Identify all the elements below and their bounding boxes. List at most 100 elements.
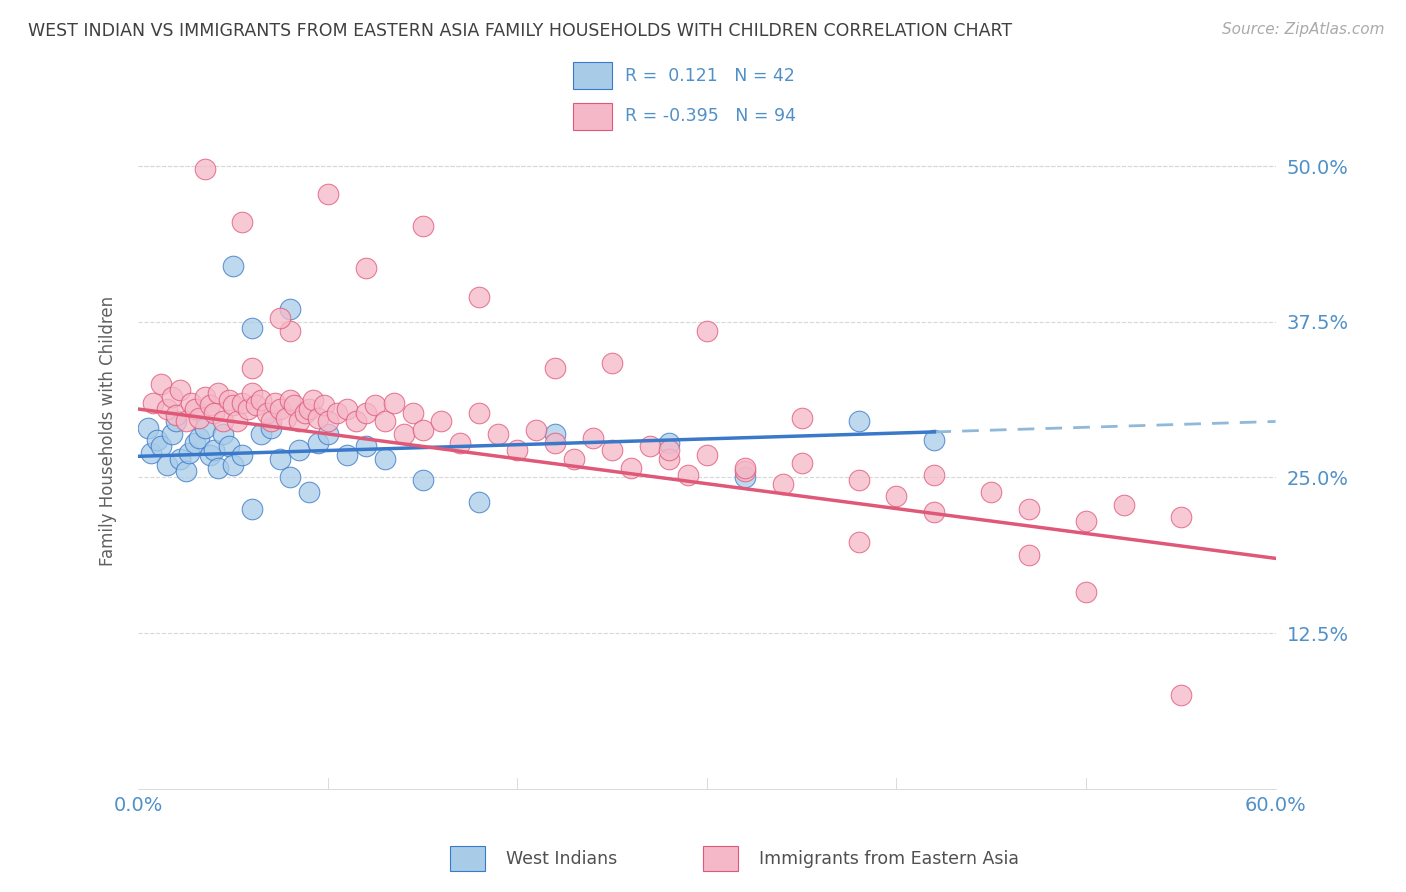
Point (180, 396, 202, 410)
Point (274, 410, 297, 425)
Point (169, 451, 191, 466)
Point (260, 414, 283, 428)
Point (245, 398, 267, 412)
Point (486, 426, 509, 441)
Point (240, 321, 263, 335)
Point (222, 259, 245, 273)
Point (136, 420, 159, 434)
Point (288, 414, 311, 428)
Point (924, 467, 946, 482)
Point (156, 458, 179, 472)
Point (193, 161, 215, 176)
Point (184, 402, 207, 417)
Text: Immigrants from Eastern Asia: Immigrants from Eastern Asia (759, 849, 1019, 868)
Point (187, 431, 209, 445)
FancyBboxPatch shape (450, 847, 485, 871)
Point (544, 426, 567, 441)
Text: R =  0.121   N = 42: R = 0.121 N = 42 (626, 67, 796, 85)
Point (165, 414, 187, 428)
Point (412, 473, 434, 487)
Point (301, 393, 323, 408)
Point (620, 460, 643, 475)
Point (696, 324, 718, 338)
Point (316, 186, 339, 201)
Point (231, 215, 253, 229)
Point (307, 410, 329, 425)
Point (980, 485, 1002, 500)
Point (231, 396, 253, 410)
Point (256, 406, 278, 420)
Point (696, 448, 718, 462)
Point (225, 414, 247, 428)
Point (848, 473, 870, 487)
Point (382, 396, 405, 410)
Point (207, 460, 229, 475)
Point (240, 360, 263, 375)
Point (524, 423, 547, 437)
Text: R = -0.395   N = 94: R = -0.395 N = 94 (626, 107, 796, 125)
Point (354, 261, 377, 276)
Point (402, 406, 425, 420)
Point (1170, 510, 1192, 524)
Point (250, 426, 273, 441)
Point (790, 456, 813, 470)
Point (316, 414, 339, 428)
Point (187, 410, 209, 425)
Y-axis label: Family Households with Children: Family Households with Children (100, 296, 117, 566)
Point (364, 398, 387, 412)
Text: WEST INDIAN VS IMMIGRANTS FROM EASTERN ASIA FAMILY HOUSEHOLDS WITH CHILDREN CORR: WEST INDIAN VS IMMIGRANTS FROM EASTERN A… (28, 22, 1012, 40)
Point (924, 433, 946, 447)
Point (886, 489, 908, 503)
Point (162, 390, 184, 404)
Point (468, 290, 491, 304)
Point (1074, 585, 1097, 599)
Point (848, 535, 870, 549)
Point (1170, 688, 1192, 702)
Point (1018, 548, 1040, 562)
Point (430, 414, 453, 428)
Point (240, 385, 263, 400)
Point (449, 435, 471, 450)
Point (676, 467, 699, 482)
Point (294, 406, 316, 420)
Point (193, 390, 215, 404)
Point (156, 402, 179, 417)
Point (162, 426, 184, 441)
Point (734, 464, 756, 478)
Point (658, 435, 681, 450)
Point (193, 420, 215, 434)
Point (354, 406, 377, 420)
Point (600, 443, 623, 458)
Point (149, 377, 172, 392)
Point (218, 439, 240, 453)
Point (772, 476, 794, 491)
Point (278, 393, 301, 408)
Point (240, 501, 263, 516)
Point (149, 439, 172, 453)
Point (468, 495, 491, 509)
Point (582, 431, 605, 445)
Text: West Indians: West Indians (506, 849, 617, 868)
Point (336, 448, 359, 462)
Point (412, 423, 434, 437)
Point (924, 505, 946, 519)
Point (312, 398, 335, 412)
Point (307, 435, 329, 450)
Point (212, 414, 235, 428)
Point (269, 402, 291, 417)
Point (202, 406, 225, 420)
Point (468, 406, 491, 420)
Point (278, 302, 301, 317)
Point (269, 451, 291, 466)
Point (734, 470, 756, 484)
Point (1074, 514, 1097, 528)
Point (169, 384, 191, 398)
Point (222, 458, 245, 472)
Point (179, 445, 201, 459)
Point (344, 414, 367, 428)
Point (231, 448, 253, 462)
FancyBboxPatch shape (703, 847, 738, 871)
Point (142, 396, 165, 410)
Text: Source: ZipAtlas.com: Source: ZipAtlas.com (1222, 22, 1385, 37)
Point (298, 402, 321, 417)
